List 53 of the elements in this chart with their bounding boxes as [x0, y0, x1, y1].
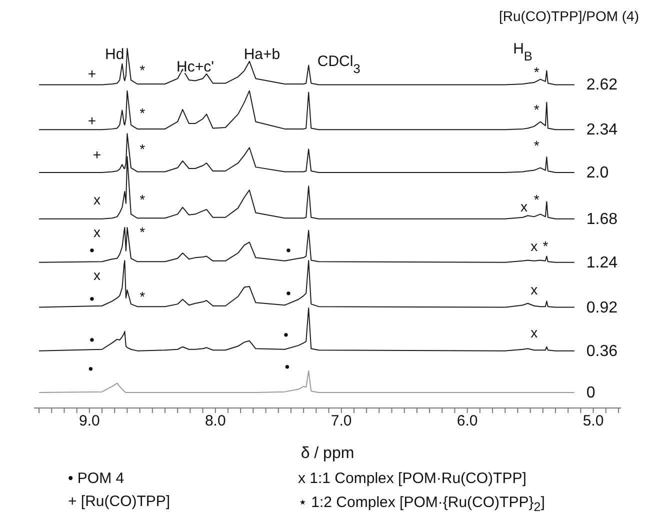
annotation: * — [140, 141, 146, 158]
x-tick-label: 9.0 — [78, 412, 100, 430]
annotation: x — [530, 238, 538, 254]
annotation: * — [140, 62, 146, 78]
series-label: 2.34 — [586, 122, 618, 139]
annotation: * — [542, 238, 549, 254]
annotation: x — [530, 324, 538, 340]
annotation: x — [93, 191, 100, 208]
annotation: Hd — [105, 45, 124, 62]
annotation: * — [140, 191, 146, 208]
annotation: x — [530, 281, 538, 298]
annotation: * — [534, 102, 540, 118]
series-label: 2.0 — [586, 164, 609, 182]
annotation: * — [534, 191, 540, 208]
annotation: + — [92, 146, 102, 162]
annotation: * — [140, 105, 146, 122]
text: • POM 4 — [68, 470, 126, 487]
series-label: 1.68 — [586, 210, 618, 228]
annotation: • — [88, 360, 94, 376]
annotation: * — [140, 224, 146, 240]
x-tick-label: 5.0 — [582, 412, 604, 430]
legend-title: [Ru(CO)TPP]/POM (4) — [498, 8, 639, 24]
annotation: • — [286, 284, 291, 301]
series-label: 1.24 — [586, 254, 618, 272]
annotation: Ha+b — [244, 45, 280, 62]
annotation: • — [286, 242, 291, 258]
annotation: CDCl$_{3}$ — [317, 52, 360, 76]
annotation: x — [93, 266, 100, 283]
annotation: • — [283, 326, 288, 342]
annotation: • — [89, 290, 94, 306]
annotation: Hc+c' — [176, 58, 214, 75]
annotation: * — [534, 64, 540, 80]
annotation: + — [88, 112, 96, 128]
text: x 1:1 Complex [POM·Ru(CO)TPP] — [298, 470, 528, 487]
annotation: • — [89, 332, 94, 348]
annotation: + — [88, 66, 96, 82]
annotation: * — [534, 137, 540, 154]
annotation: x — [93, 224, 100, 240]
series-label: 0 — [586, 384, 596, 402]
series-label: 0.92 — [586, 299, 618, 316]
annotation: * — [140, 288, 146, 305]
x-tick-label: 8.0 — [204, 412, 226, 430]
annotation: H$_{B}$ — [513, 40, 532, 64]
annotation: x — [520, 198, 528, 215]
x-tick-label: 6.0 — [456, 412, 478, 430]
annotation: • — [89, 242, 94, 258]
annotation: • — [284, 358, 290, 375]
series-label: 0.36 — [586, 342, 618, 360]
x-axis-title: δ / ppm — [300, 445, 354, 462]
x-tick-label: 7.0 — [330, 412, 352, 430]
text: ⋆ 1:2 Complex [POM·{Ru(CO)TPP}$_{2}$] — [298, 493, 546, 514]
text: + [Ru(CO)TPP] — [68, 493, 172, 512]
series-label: 2.62 — [586, 76, 618, 94]
